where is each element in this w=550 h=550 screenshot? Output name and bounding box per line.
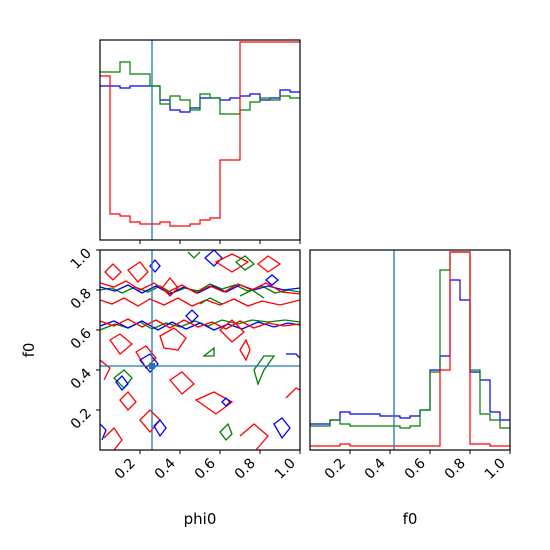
contour-blue-island <box>221 397 231 407</box>
contour-panel-frame <box>99 249 301 451</box>
contour-red-island <box>161 276 179 297</box>
contour-red-island <box>219 319 245 343</box>
contour-red-island <box>285 387 300 399</box>
contour-red-island <box>239 338 251 362</box>
contour-y-tick-label: 0.2 <box>68 406 95 433</box>
contour-y-tick-label: 0.4 <box>68 365 95 392</box>
contour-blue-island <box>273 417 291 440</box>
contour-blue-island <box>264 274 280 286</box>
histogram-phi0-red-series <box>100 41 300 227</box>
contour-phi0-f0-panel: 0.2 0.4 0.6 0.8 1.0 0.2 0.4 0.6 0.8 1.0 <box>68 246 301 483</box>
contour-y-tick-label: 0.8 <box>68 286 95 313</box>
contour-red-island <box>159 327 187 351</box>
contour-y-tick-label: 0.6 <box>68 325 95 352</box>
histogram-phi0-ticks <box>139 240 301 244</box>
histogram-f0-panel: 0.2 0.4 0.6 0.8 1.0 <box>309 249 511 483</box>
x-axis-label-phi0: phi0 <box>184 510 217 528</box>
contour-blue-band <box>100 284 300 295</box>
contour-x-tick-label: 0.8 <box>232 456 259 483</box>
contour-green-island <box>234 255 256 271</box>
contour-red-island <box>169 371 195 395</box>
contour-green-island <box>187 251 201 259</box>
histogram-f0-frame <box>309 249 511 451</box>
contour-red-band <box>100 297 300 307</box>
contour-red-island <box>119 391 137 411</box>
histogram-f0-x-tick-label: 1.0 <box>482 456 509 483</box>
histogram-f0-x-tick-label: 0.8 <box>442 456 469 483</box>
contour-truth-marker <box>149 363 155 369</box>
histogram-f0-ticks: 0.2 0.4 0.6 0.8 1.0 <box>322 450 511 483</box>
contour-x-tick-label: 0.6 <box>192 455 219 482</box>
histogram-phi0-green-series <box>100 61 300 115</box>
contour-green-island <box>199 297 223 305</box>
contour-red-band <box>100 318 300 330</box>
contour-panel-ticks: 0.2 0.4 0.6 0.8 1.0 0.2 0.4 0.6 0.8 1.0 <box>68 246 301 483</box>
contour-x-tick-label: 0.4 <box>152 455 179 482</box>
contour-x-tick-label: 1.0 <box>272 456 299 483</box>
contour-red-island <box>139 409 161 434</box>
contour-blue-island <box>286 353 300 359</box>
contour-green-island <box>113 369 133 389</box>
contour-green-band <box>100 319 300 331</box>
contour-blue-band <box>100 320 300 331</box>
histogram-f0-x-tick-label: 0.2 <box>322 456 349 483</box>
contour-red-island <box>214 253 250 273</box>
contour-red-island <box>109 333 134 355</box>
contour-blue-island <box>185 309 199 323</box>
contour-red-island <box>256 255 282 273</box>
contour-red-island <box>104 263 122 281</box>
y-axis-label-f0: f0 <box>20 343 38 358</box>
histogram-f0-x-tick-label: 0.6 <box>402 455 429 482</box>
contour-blue-island <box>139 353 159 373</box>
contour-red-island <box>194 391 234 415</box>
histogram-f0-series-group <box>310 251 510 447</box>
histogram-f0-red-series <box>310 251 510 447</box>
contour-blue-island <box>204 250 223 267</box>
contour-blue-island <box>153 419 167 438</box>
contour-green-island <box>239 289 265 299</box>
histogram-f0-green-series <box>310 251 510 429</box>
histogram-phi0-series-group <box>100 41 300 227</box>
contour-green-band <box>100 283 300 294</box>
histogram-phi0-frame <box>99 39 301 241</box>
contour-red-island <box>100 359 111 381</box>
x-axis-label-f0: f0 <box>403 510 418 528</box>
contour-blue-island <box>100 423 107 441</box>
contour-y-tick-label: 1.0 <box>68 246 95 273</box>
contour-red-island <box>239 423 269 450</box>
contour-green-island <box>202 346 215 357</box>
contour-green-island <box>253 355 276 386</box>
histogram-f0-x-tick-label: 0.4 <box>362 455 389 482</box>
contour-red-band <box>100 280 300 295</box>
contour-blue-island <box>115 375 129 391</box>
contour-red-island <box>127 261 149 283</box>
contour-blue-island <box>149 258 161 274</box>
contour-green-island <box>219 422 233 441</box>
contour-x-tick-label: 0.2 <box>112 456 139 483</box>
histogram-phi0-panel <box>99 39 301 244</box>
contour-red-island <box>103 426 123 450</box>
